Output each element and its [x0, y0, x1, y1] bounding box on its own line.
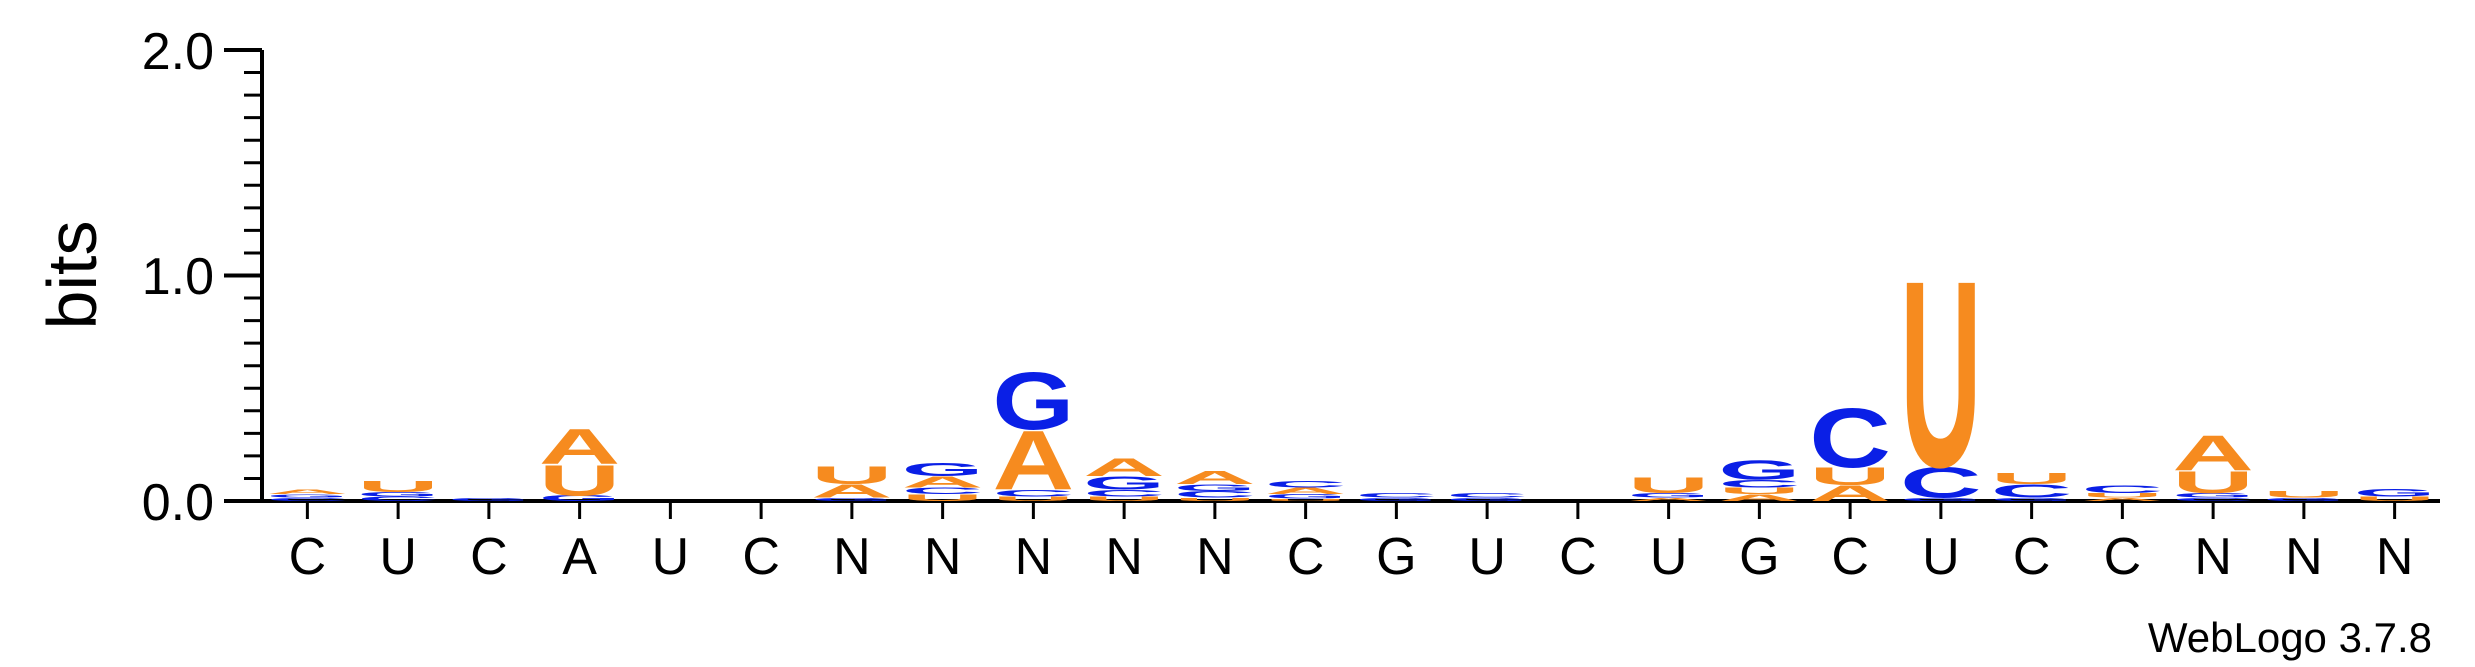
logo-letter-C: C — [1446, 492, 1528, 499]
x-tick-label: C — [742, 528, 780, 586]
logo-letter-A: A — [1809, 481, 1891, 505]
logo-letter-C: C — [267, 497, 349, 502]
logo-letter-G: G — [1083, 473, 1165, 494]
logo-letter-U: U — [902, 493, 984, 504]
logo-letter-U: U — [2082, 492, 2164, 499]
logo-letter-C: C — [2082, 483, 2164, 495]
logo-letter-U: U — [1900, 227, 1982, 524]
x-tick-label: U — [652, 528, 690, 586]
x-tick-label: U — [1650, 528, 1688, 586]
weblogo-credit: WebLogo 3.7.8 — [2148, 614, 2432, 661]
logo-letter-U: U — [993, 495, 1075, 502]
logo-letter-G: G — [1265, 493, 1347, 500]
y-tick-label: 0.0 — [142, 474, 214, 532]
logo-letter-U: U — [1265, 498, 1347, 501]
logo-letter-G: G — [448, 497, 530, 502]
logo-letter-G: G — [2263, 497, 2345, 502]
logo-letter-G: G — [811, 497, 893, 502]
y-axis: 0.0 1.0 2.0 bits — [33, 23, 264, 532]
logo-letter-A: A — [1265, 486, 1347, 497]
logo-letter-G: G — [2354, 487, 2436, 499]
logo-letter-A: A — [1083, 454, 1165, 482]
logo-letter-G: G — [993, 355, 1075, 446]
logo-letter-U: U — [1809, 463, 1891, 491]
x-tick-label: C — [1287, 528, 1325, 586]
logo-letter-A: A — [267, 489, 349, 496]
logo-letter-G: G — [539, 494, 621, 503]
x-tick-label: C — [289, 528, 327, 586]
x-tick-label: N — [1015, 528, 1053, 586]
x-tick-label: C — [1559, 528, 1597, 586]
logo-letter-C: C — [993, 488, 1075, 499]
logo-letter-U: U — [1083, 495, 1165, 502]
logo-letter-C: C — [1900, 458, 1982, 507]
logo-letter-A: A — [902, 474, 984, 491]
x-tick-label: N — [2376, 528, 2414, 586]
logo-letter-C: C — [902, 486, 984, 497]
logo-letter-U: U — [357, 478, 439, 495]
logo-letter-C: C — [357, 495, 439, 502]
logo-letter-A: A — [1628, 497, 1710, 502]
logo-letter-G: G — [1174, 482, 1256, 492]
logo-letter-A: A — [1174, 467, 1256, 488]
logo-letter-G: G — [357, 491, 439, 498]
logo-letter-U: U — [539, 456, 621, 505]
y-axis-label: bits — [33, 221, 111, 330]
x-tick-label: G — [1739, 528, 1779, 586]
logo-letter-A: A — [1719, 493, 1801, 504]
logo-letter-G: G — [1991, 497, 2073, 502]
logo-letter-C: C — [1719, 478, 1801, 490]
logo-letter-U: U — [1628, 473, 1710, 497]
x-tick-label: G — [1376, 528, 1416, 586]
logo-letter-G: G — [2172, 492, 2254, 499]
x-tick-label: N — [2194, 528, 2232, 586]
x-tick-label: N — [2285, 528, 2323, 586]
logo-letter-C: C — [1265, 479, 1347, 490]
logo-letter-U: U — [1174, 497, 1256, 502]
logo-letter-U: U — [2263, 489, 2345, 500]
logo-letter-A: A — [811, 481, 893, 502]
logo-letter-C: C — [1356, 492, 1438, 499]
logo-letter-G: G — [1628, 492, 1710, 499]
y-tick-label: 2.0 — [142, 23, 214, 81]
logo-letter-C: C — [1991, 481, 2073, 502]
x-tick-label: A — [562, 528, 597, 586]
x-tick-label: U — [379, 528, 417, 586]
logo-letter-U: U — [2354, 495, 2436, 502]
y-tick-label: 1.0 — [142, 248, 214, 306]
logo-letter-U: U — [1719, 486, 1801, 497]
logo-letter-G: G — [1719, 454, 1801, 486]
x-tick-label: N — [1105, 528, 1143, 586]
logo-letter-U: U — [811, 462, 893, 490]
logo-letter-G: G — [902, 459, 984, 480]
x-tick-label: N — [833, 528, 871, 586]
x-tick-label: C — [1831, 528, 1869, 586]
x-tick-label: U — [1468, 528, 1506, 586]
x-tick-label: C — [470, 528, 508, 586]
x-tick-label: C — [2013, 528, 2051, 586]
x-tick-label: U — [1922, 528, 1960, 586]
logo-letter-C: C — [1083, 488, 1165, 499]
logo-letter-U: U — [1991, 470, 2073, 487]
logo-letter-C: C — [1174, 489, 1256, 500]
logo-letter-G: G — [1356, 497, 1438, 502]
logo-letter-U: U — [2172, 465, 2254, 500]
logo-letter-G: G — [1900, 497, 1982, 502]
logo-letter-C: C — [1809, 392, 1891, 486]
logo-letter-A: A — [2172, 425, 2254, 481]
logo-letter-G: G — [1446, 497, 1528, 502]
logo-letter-C: C — [2172, 497, 2254, 502]
logo-letter-A: A — [993, 414, 1075, 508]
logo-letter-A: A — [2082, 497, 2164, 502]
logo-letter-G: G — [267, 493, 349, 498]
x-tick-label: N — [1196, 528, 1234, 586]
x-axis-ticks — [305, 501, 2397, 519]
x-tick-label: N — [924, 528, 962, 586]
y-minor-ticks — [244, 71, 262, 480]
x-tick-label: C — [2104, 528, 2142, 586]
logo-letter-A: A — [539, 419, 621, 475]
